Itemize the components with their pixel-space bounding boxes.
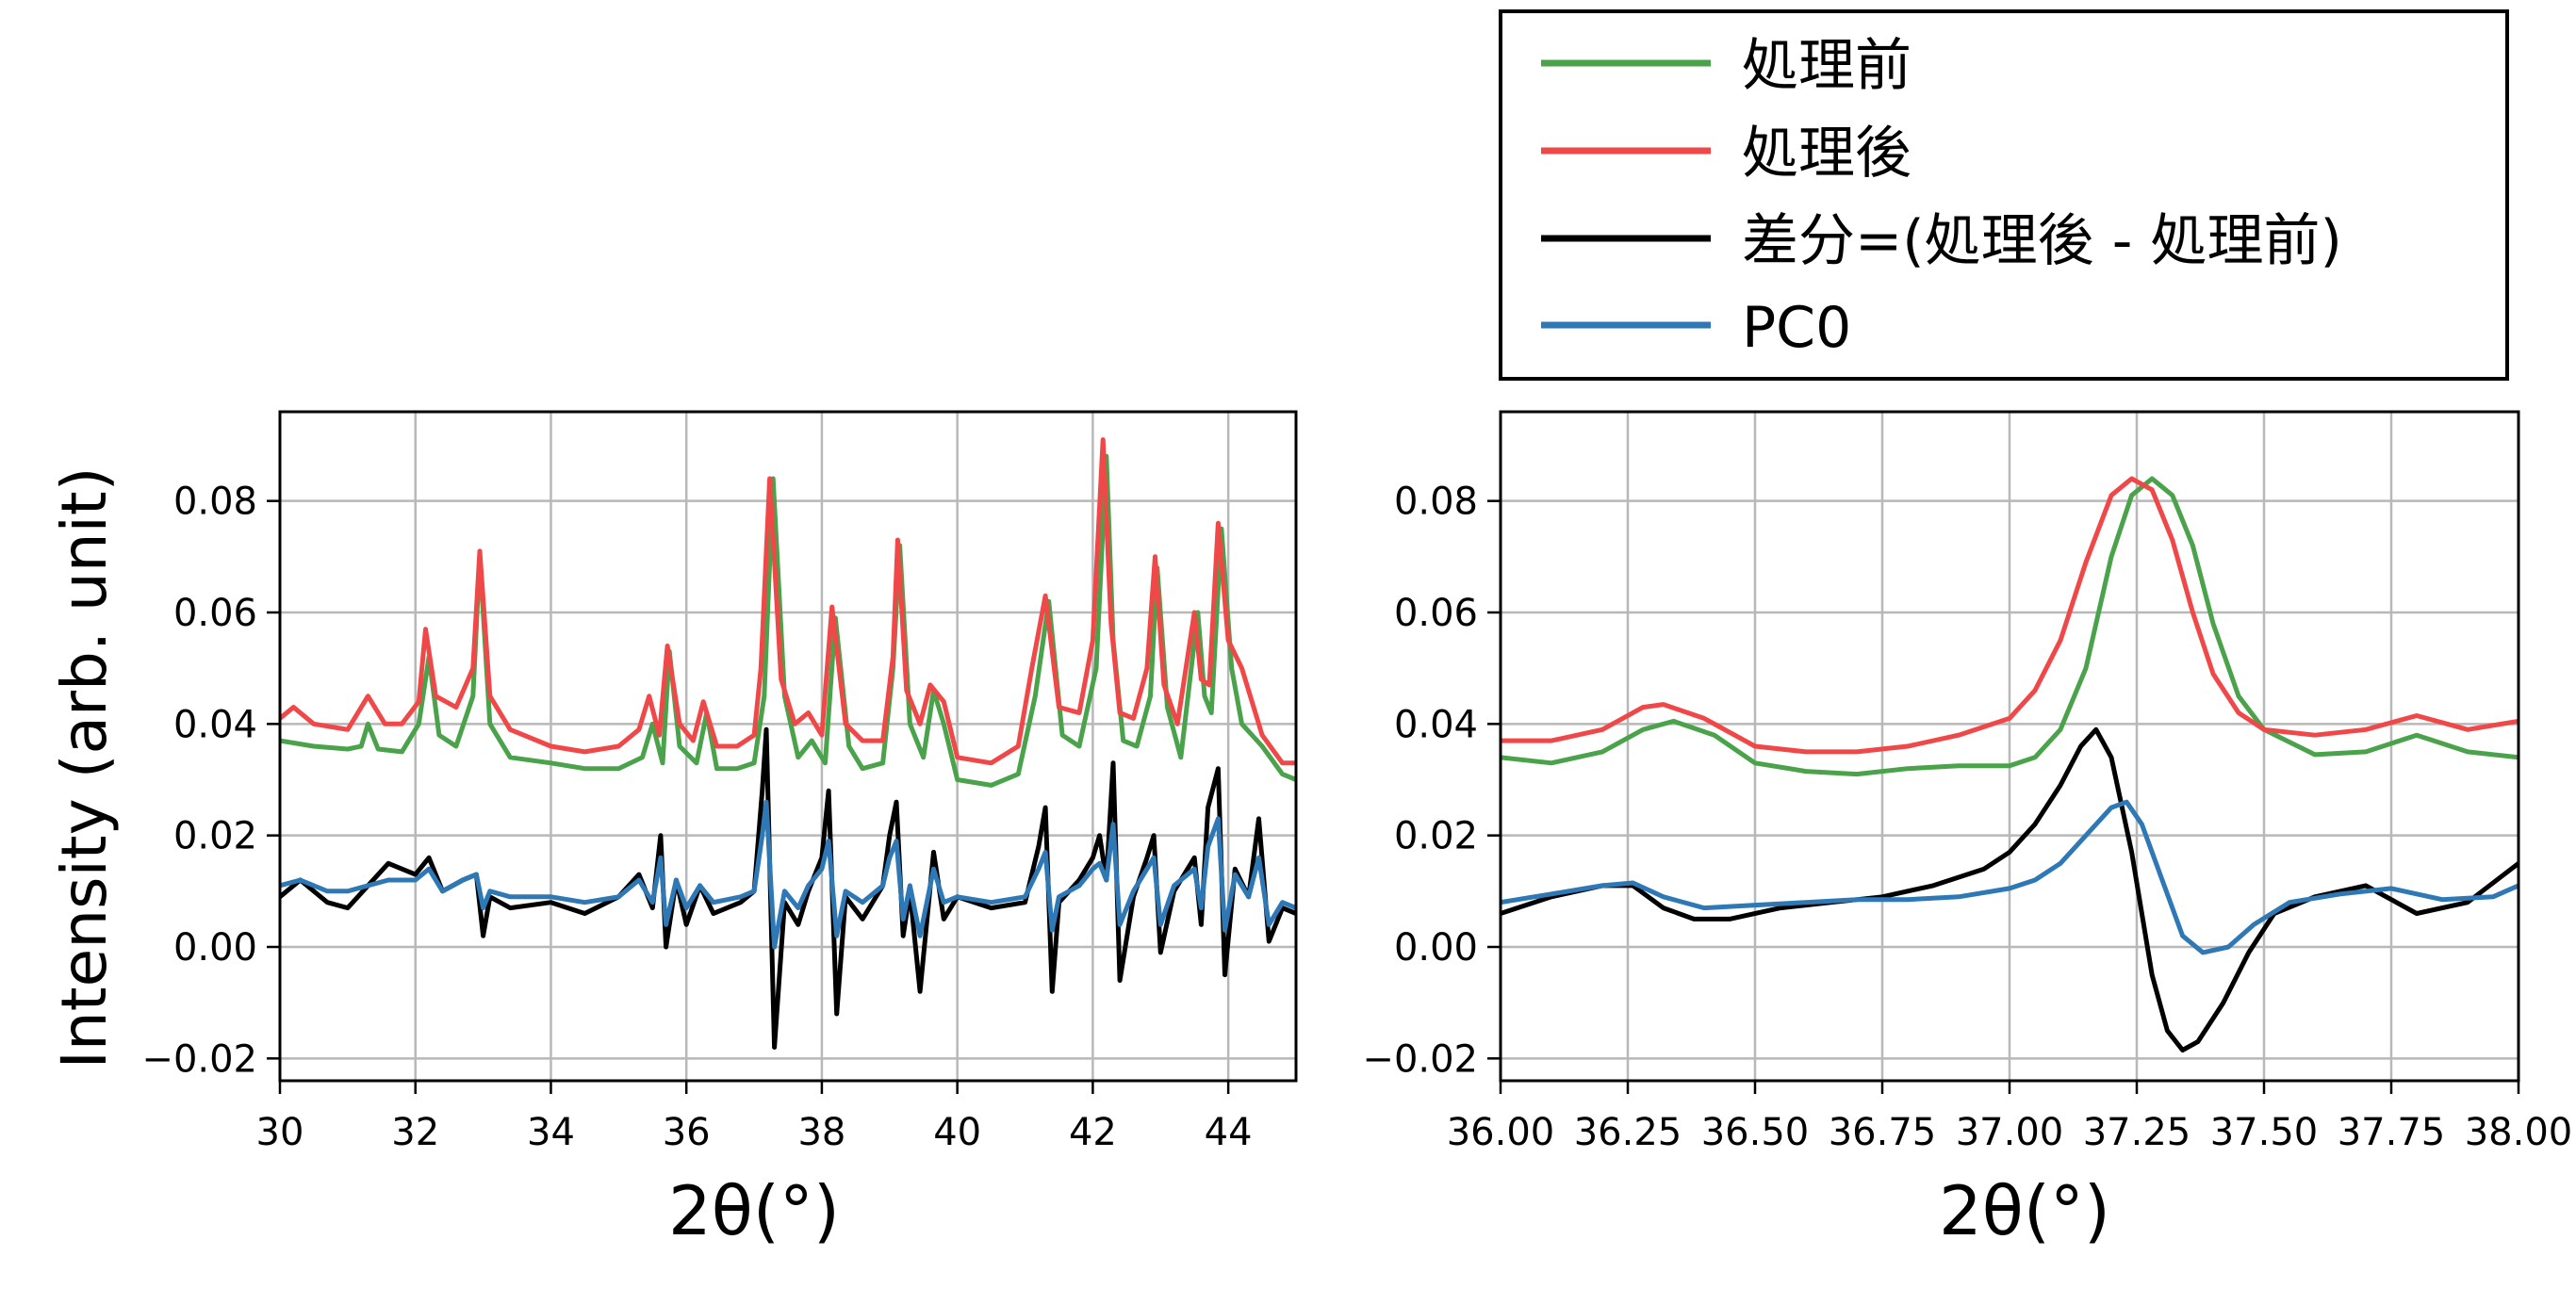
right-x-tick-label: 36.25 [1574,1111,1682,1154]
right-x-tick-label: 36.00 [1447,1111,1555,1154]
left-series-line-pc0 [280,799,1296,950]
right-x-tick-label: 37.50 [2210,1111,2319,1154]
left-y-tick-label: 0.02 [173,815,257,858]
left-series [280,437,1296,1050]
legend-label-before: 処理前 [1742,33,1911,99]
left-y-tick-label: 0.06 [173,592,257,635]
left-x-tick-label: 32 [391,1111,439,1154]
right-x-axis-label: 2θ(°) [1939,1171,2110,1250]
left-x-axis-label: 2θ(°) [668,1171,840,1250]
right-series-line-after [1501,476,2519,755]
legend-label-pc0: PC0 [1742,295,1851,361]
legend-label-after: 処理後 [1742,121,1911,187]
right-y-tick-label: 0.08 [1394,481,1478,524]
y-axis-label: Intensity (arb. unit) [48,466,121,1068]
left-x-tick-label: 34 [527,1111,575,1154]
left-grid [278,412,1296,1081]
legend: 処理前 処理後 差分=(処理後 - 処理前) PC0 [1499,9,2509,381]
legend-box [1499,9,2509,381]
left-series-line-before [280,453,1296,788]
left-y-tick-label: 0.08 [173,481,257,524]
right-x-tick-label: 36.75 [1829,1111,1937,1154]
right-ticks: 36.00 36.25 36.50 36.75 37.00 37.25 37.50 37.75… [1362,481,2572,1154]
left-x-tick-label: 36 [663,1111,711,1154]
left-series-line-diff [280,726,1296,1050]
right-x-tick-label: 36.50 [1701,1111,1810,1154]
right-grid [1499,412,2520,1081]
left-x-tick-label: 40 [933,1111,981,1154]
left-ticks: 30 32 34 36 38 40 42 44 −0.02 0.00 0.02 0.04 0.06 0.0… [141,481,1252,1154]
right-y-tick-label: −0.02 [1362,1037,1478,1081]
left-panel: 30 32 34 36 38 40 42 44 −0.02 0.00 0.02 0.04 0.06 0.0… [141,410,1298,1250]
right-series [1501,476,2519,1052]
left-x-tick-label: 44 [1205,1111,1253,1154]
right-panel: 36.00 36.25 36.50 36.75 37.00 37.25 37.50 37.75… [1362,410,2572,1250]
legend-label-diff: 差分=(処理後 - 処理前) [1742,208,2342,274]
left-plot-frame [278,410,1298,1083]
right-series-line-before [1501,476,2519,777]
right-x-tick-label: 37.00 [1956,1111,2064,1154]
left-x-tick-label: 42 [1069,1111,1117,1154]
right-x-tick-label: 37.25 [2083,1111,2191,1154]
left-y-tick-label: 0.00 [173,926,257,970]
right-y-tick-label: 0.04 [1394,703,1478,746]
left-y-tick-label: 0.04 [173,703,257,746]
right-series-line-pc0 [1501,799,2519,955]
left-x-tick-label: 30 [256,1111,304,1154]
right-x-tick-label: 37.75 [2338,1111,2446,1154]
left-x-tick-label: 38 [797,1111,845,1154]
right-y-tick-label: 0.06 [1394,592,1478,635]
left-series-line-after [280,437,1296,766]
right-y-tick-label: 0.00 [1394,926,1478,970]
right-x-tick-label: 38.00 [2465,1111,2573,1154]
left-y-tick-label: −0.02 [141,1037,257,1081]
right-y-tick-label: 0.02 [1394,815,1478,858]
